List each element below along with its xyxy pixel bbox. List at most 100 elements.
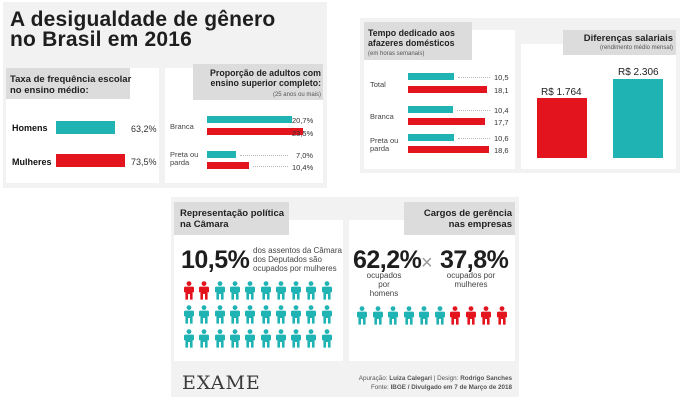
man-icon xyxy=(244,281,256,305)
value-domestic-preta-mulheres: 18,6 xyxy=(494,146,509,155)
woman-icon xyxy=(465,306,477,330)
woman-icon xyxy=(449,306,461,330)
exame-logo: EXAME xyxy=(182,372,261,394)
man-icon xyxy=(321,281,333,305)
dots-domestic-total-homens xyxy=(457,77,490,78)
management-women-text: ocupados por mulheres xyxy=(446,271,496,289)
label-domestic-preta-parda: Preta ou parda xyxy=(370,136,399,153)
credits: Apuração: Luiza Calegari | Design: Rodri… xyxy=(330,374,512,392)
page-title: A desigualdade de gênero no Brasil em 20… xyxy=(10,9,275,51)
bar-domestic-branca-homens xyxy=(408,106,454,113)
political-big-number: 10,5% xyxy=(181,246,250,274)
credit-line-2: Fonte: IBGE / Divulgado em 7 de Março de… xyxy=(370,384,512,391)
political-title: Representação política na Câmara xyxy=(180,208,285,230)
bar-domestic-preta-homens xyxy=(408,134,455,141)
bar-salary-homens xyxy=(613,79,663,158)
card-domestic-work-header xyxy=(364,22,472,60)
bar-higher-branca-homens xyxy=(207,116,292,123)
political-description: dos assentos da Câmara dos Deputados são… xyxy=(253,246,342,273)
value-school-mulheres: 73,5% xyxy=(131,157,157,167)
bar-domestic-total-homens xyxy=(408,73,454,80)
higher-education-title: Proporção de adultos com ensino superior… xyxy=(210,68,321,88)
bar-domestic-total-mulheres xyxy=(408,86,487,93)
man-icon xyxy=(244,305,256,329)
bar-salary-mulheres xyxy=(537,97,587,158)
bar-higher-preta-homens xyxy=(207,151,236,158)
label-preta-parda: Preta ou parda xyxy=(170,150,199,167)
value-higher-preta-homens: 7,0% xyxy=(296,151,314,160)
management-men-pct: 62,2% xyxy=(353,246,422,274)
bar-higher-preta-mulheres xyxy=(207,162,250,169)
management-women-pct: 37,8% xyxy=(440,246,509,274)
credit-line-1: Apuração: Luiza Calegari | Design: Rodri… xyxy=(358,375,512,382)
bar-domestic-preta-mulheres xyxy=(408,146,489,153)
value-higher-branca-homens: 20,7% xyxy=(292,116,314,125)
man-icon xyxy=(434,306,446,330)
woman-icon xyxy=(480,306,492,330)
woman-icon xyxy=(198,281,210,305)
value-school-homens: 63,2% xyxy=(131,124,157,134)
man-icon xyxy=(321,305,333,329)
man-icon xyxy=(244,329,256,353)
man-icon xyxy=(403,306,415,330)
man-icon xyxy=(260,329,272,353)
page-title-line2: no Brasil em 2016 xyxy=(10,28,192,51)
value-domestic-total-mulheres: 18,1 xyxy=(494,86,509,95)
bar-higher-branca-mulheres xyxy=(207,128,303,135)
man-icon xyxy=(214,281,226,305)
man-icon xyxy=(229,305,241,329)
woman-icon xyxy=(496,306,508,330)
man-icon xyxy=(275,329,287,353)
value-salary-mulheres: R$ 1.764 xyxy=(541,87,582,98)
man-icon xyxy=(260,281,272,305)
card-higher-education-header xyxy=(193,64,323,100)
man-icon xyxy=(183,305,195,329)
card-political-header xyxy=(174,202,289,235)
man-icon xyxy=(229,281,241,305)
man-icon xyxy=(387,306,399,330)
label-domestic-branca: Branca xyxy=(370,112,394,121)
man-icon xyxy=(229,329,241,353)
man-icon xyxy=(214,305,226,329)
man-icon xyxy=(418,306,430,330)
bar-school-mulheres xyxy=(56,154,125,167)
salary-subtitle: (rendimento médio mensal) xyxy=(599,45,673,51)
label-branca: Branca xyxy=(170,122,194,131)
label-total: Total xyxy=(370,80,386,89)
man-icon xyxy=(372,306,384,330)
man-icon xyxy=(214,329,226,353)
management-title: Cargos de gerência nas empresas xyxy=(423,208,512,230)
man-icon xyxy=(183,329,195,353)
domestic-work-subtitle: (em horas semanais) xyxy=(368,51,425,57)
man-icon xyxy=(198,305,210,329)
man-icon xyxy=(290,305,302,329)
value-domestic-branca-mulheres: 17,7 xyxy=(494,118,509,127)
salary-title: Diferenças salariais xyxy=(583,33,673,44)
dots-higher-preta-homens xyxy=(239,155,288,156)
man-icon xyxy=(305,305,317,329)
man-icon xyxy=(321,329,333,353)
value-domestic-preta-homens: 10,6 xyxy=(494,134,509,143)
management-men-text: ocupados por homens xyxy=(366,271,402,298)
bar-school-homens xyxy=(56,121,116,134)
domestic-work-title: Tempo dedicado aos afazeres domésticos xyxy=(368,28,455,48)
school-attendance-title: Taxa de frequência escolar no ensino méd… xyxy=(10,74,132,96)
higher-education-subtitle: (25 anos ou mais) xyxy=(272,92,321,98)
value-domestic-total-homens: 10,5 xyxy=(494,73,509,82)
card-school-attendance-header xyxy=(6,68,130,99)
man-icon xyxy=(260,305,272,329)
man-icon xyxy=(305,281,317,305)
card-management-header xyxy=(404,202,515,235)
card-salary-header xyxy=(563,30,676,55)
dots-domestic-preta-homens xyxy=(458,138,490,139)
man-icon xyxy=(305,329,317,353)
value-salary-homens: R$ 2.306 xyxy=(618,67,659,78)
man-icon xyxy=(275,305,287,329)
card-management xyxy=(349,220,515,361)
value-domestic-branca-homens: 10,4 xyxy=(494,106,509,115)
man-icon xyxy=(275,281,287,305)
dots-domestic-branca-homens xyxy=(457,110,490,111)
value-higher-preta-mulheres: 10,4% xyxy=(292,163,314,172)
man-icon xyxy=(290,329,302,353)
times-sign: × xyxy=(421,252,433,274)
